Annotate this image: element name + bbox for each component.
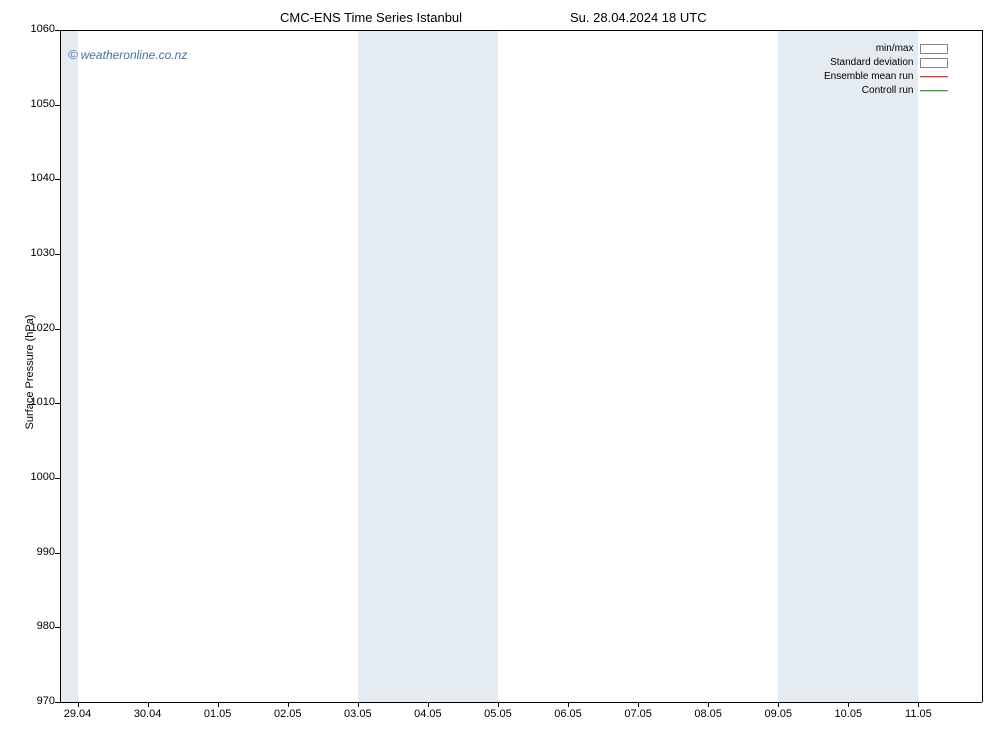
axis-line-left [60, 30, 61, 702]
x-tick-label: 10.05 [835, 708, 863, 720]
chart-title-left: CMC-ENS Time Series Istanbul [280, 10, 462, 25]
x-tick-label: 09.05 [764, 708, 792, 720]
x-tick-label: 05.05 [484, 708, 512, 720]
copyright-icon: © [68, 47, 78, 62]
x-tick-label: 03.05 [344, 708, 372, 720]
y-tick-label: 1010 [15, 396, 55, 408]
x-tick-label: 30.04 [134, 708, 162, 720]
x-tick-label: 02.05 [274, 708, 302, 720]
x-tick-label: 01.05 [204, 708, 232, 720]
x-tick-label: 29.04 [64, 708, 92, 720]
watermark-text: weatheronline.co.nz [81, 48, 188, 62]
y-tick-label: 1030 [15, 247, 55, 259]
legend-item: Ensemble mean run [824, 70, 948, 83]
x-tick-label: 06.05 [554, 708, 582, 720]
legend-swatch [920, 58, 948, 68]
legend-item: min/max [824, 42, 948, 55]
legend-swatch [920, 86, 948, 96]
chart-title-right: Su. 28.04.2024 18 UTC [570, 10, 707, 25]
x-tick-label: 08.05 [694, 708, 722, 720]
plot-area [60, 30, 982, 702]
chart-container: CMC-ENS Time Series Istanbul Su. 28.04.2… [0, 0, 1000, 733]
y-tick-label: 1020 [15, 322, 55, 334]
y-tick-label: 1040 [15, 172, 55, 184]
axis-line-top [60, 30, 982, 31]
shaded-weekend-band [358, 30, 498, 702]
watermark: © weatheronline.co.nz [68, 47, 187, 62]
shaded-weekend-band [60, 30, 78, 702]
legend-swatch [920, 44, 948, 54]
axis-line-right [982, 30, 983, 702]
legend-label: min/max [876, 43, 914, 54]
x-tick-label: 11.05 [905, 708, 932, 720]
axis-line-bottom [60, 702, 982, 703]
y-tick-label: 1050 [15, 98, 55, 110]
legend-item: Standard deviation [824, 56, 948, 69]
legend-item: Controll run [824, 84, 948, 97]
y-tick-label: 1060 [15, 23, 55, 35]
shaded-weekend-band [778, 30, 918, 702]
legend-swatch [920, 72, 948, 82]
x-tick-label: 07.05 [624, 708, 652, 720]
legend-label: Controll run [862, 85, 914, 96]
y-tick-label: 990 [15, 546, 55, 558]
y-tick-label: 980 [15, 620, 55, 632]
legend-label: Ensemble mean run [824, 71, 914, 82]
legend-label: Standard deviation [830, 57, 913, 68]
x-tick-label: 04.05 [414, 708, 442, 720]
y-tick-label: 970 [15, 695, 55, 707]
legend: min/max Standard deviation Ensemble mean r… [824, 42, 948, 98]
y-tick-label: 1000 [15, 471, 55, 483]
